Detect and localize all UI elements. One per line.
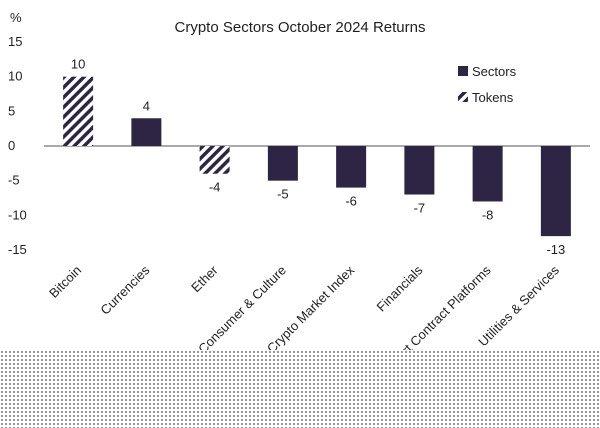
data-label: 10	[71, 57, 85, 72]
y-axis-ticks: 15 10 5 0 -5 -10 -15	[8, 34, 27, 257]
chart-legend: Sectors Tokens	[458, 64, 517, 105]
data-label: -7	[414, 201, 426, 216]
bar-smart-contract-platforms	[472, 146, 503, 202]
y-tick-label: 0	[8, 138, 15, 153]
dotted-overlay	[0, 350, 600, 428]
legend-label-sectors: Sectors	[472, 64, 517, 79]
data-label: 4	[143, 98, 150, 113]
y-tick-label: -15	[8, 242, 27, 257]
legend-label-tokens: Tokens	[472, 90, 514, 105]
bar-crypto-market-index	[336, 146, 367, 188]
category-label: Currencies	[97, 262, 152, 317]
legend-swatch-sectors	[458, 66, 468, 76]
category-label: Ether	[188, 262, 221, 295]
bar-consumer-culture	[267, 146, 298, 181]
bar-bitcoin	[63, 76, 94, 146]
y-axis-unit: %	[10, 10, 22, 25]
category-label: Bitcoin	[46, 263, 84, 301]
data-label: -4	[209, 180, 221, 195]
data-label: -5	[277, 187, 289, 202]
bar-utilities-services	[540, 146, 571, 237]
bar-currencies	[131, 118, 162, 146]
chart-title: Crypto Sectors October 2024 Returns	[175, 19, 426, 36]
bar-financials	[404, 146, 435, 195]
y-tick-label: -10	[8, 207, 27, 222]
data-label: -13	[546, 242, 565, 257]
category-label: Financials	[374, 262, 426, 314]
y-tick-label: 10	[8, 69, 22, 84]
bar-ether	[199, 146, 230, 174]
data-label: -6	[345, 194, 357, 209]
y-tick-label: 15	[8, 34, 22, 49]
data-label: -8	[482, 207, 494, 222]
y-tick-label: -5	[8, 173, 20, 188]
legend-swatch-tokens	[458, 92, 468, 102]
y-tick-label: 5	[8, 103, 15, 118]
